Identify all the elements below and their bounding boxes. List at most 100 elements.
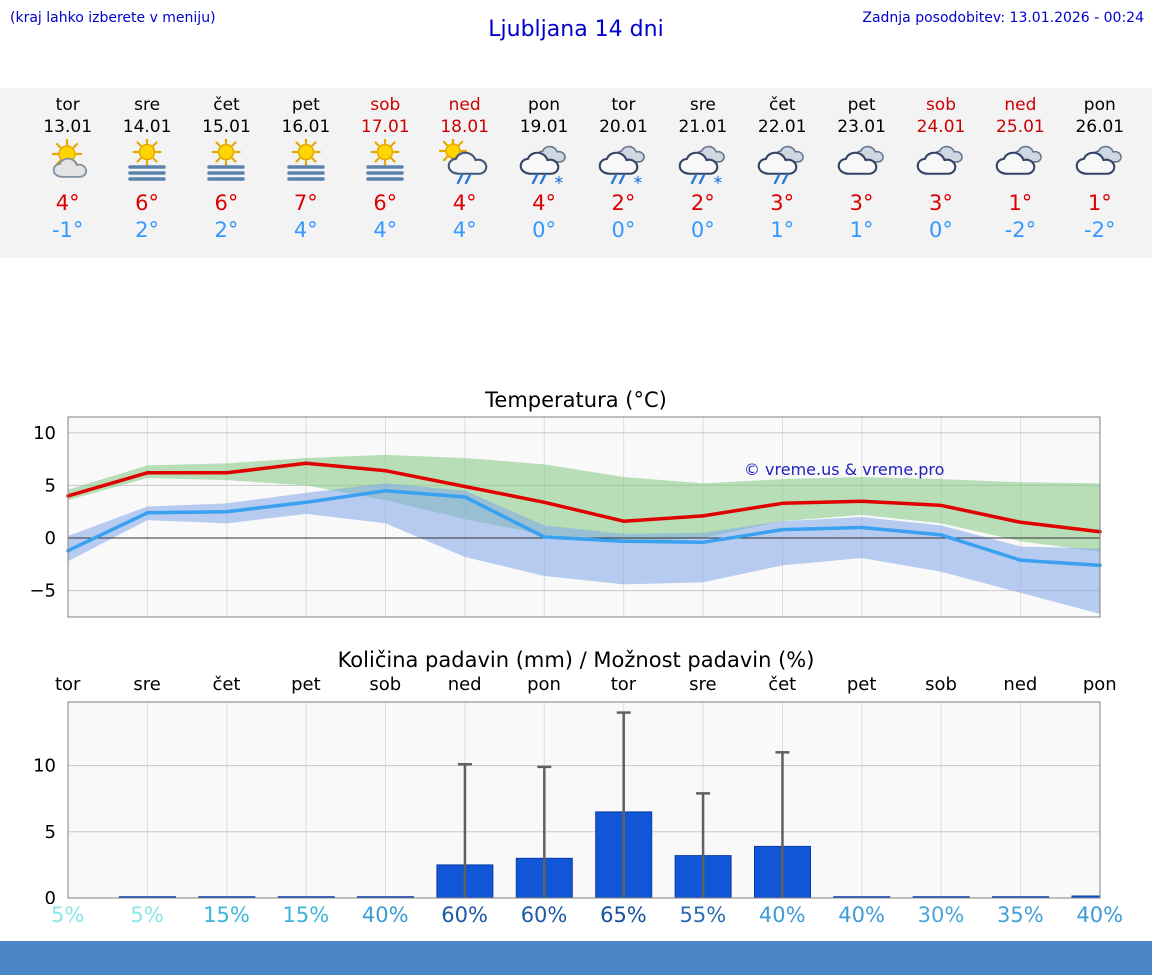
footer-bar <box>0 941 1152 975</box>
precip-probability: 35% <box>997 903 1044 927</box>
svg-text:∗: ∗ <box>633 173 644 187</box>
precip-probability: 5% <box>130 903 164 927</box>
temp-min: 4° <box>293 218 318 242</box>
precip-probability: 60% <box>441 903 488 927</box>
precip-probability: 40% <box>838 903 885 927</box>
day-date: 26.01 <box>1075 117 1125 137</box>
temp-min: 1° <box>770 218 795 242</box>
precip-day-label: sre <box>689 674 717 695</box>
weather-icon-sleet: ∗ <box>515 139 573 187</box>
precip-day-label: pet <box>291 674 321 695</box>
band-max-range <box>68 454 1100 552</box>
last-update: Zadnja posodobitev: 13.01.2026 - 00:24 <box>862 10 1144 26</box>
svg-text:∗: ∗ <box>554 173 565 187</box>
temperature-chart-svg: 10 5 0 −5 © vreme.us & vreme.pro <box>29 416 1102 618</box>
weather-icon-cloudy <box>1071 139 1129 187</box>
precip-probability: 15% <box>282 903 330 927</box>
page-title: Ljubljana 14 dni <box>488 17 664 42</box>
day-date: 18.01 <box>440 117 489 137</box>
precip-day-label: sob <box>925 674 957 695</box>
temp-min: -1° <box>51 218 84 242</box>
precip-day-label: pon <box>527 674 561 695</box>
svg-text:5: 5 <box>45 475 56 496</box>
weather-icon-rain <box>753 139 811 187</box>
line-max-temp <box>66 461 1102 534</box>
day-name: sre <box>134 95 161 115</box>
day-date: 24.01 <box>916 117 966 137</box>
weather-icon-sun-fog <box>356 139 414 187</box>
forecast-day[interactable]: sob 24.01 3° 0° <box>901 88 980 258</box>
precipitation-chart: 0 5 10 <box>0 700 1152 909</box>
forecast-day[interactable]: sre 21.01 ∗ 2° 0° <box>663 88 742 258</box>
svg-text:∗: ∗ <box>712 173 723 187</box>
forecast-day[interactable]: tor 20.01 ∗ 2° 0° <box>584 88 663 258</box>
temp-max: 3° <box>849 191 874 215</box>
line-min-temp <box>66 488 1102 568</box>
day-date: 15.01 <box>202 117 251 137</box>
forecast-day[interactable]: sre 14.01 6° 2° <box>107 88 186 258</box>
precip-probability: 30% <box>917 903 965 927</box>
forecast-day[interactable]: tor 13.01 4° -1° <box>28 88 107 258</box>
day-name: čet <box>768 95 796 115</box>
temp-max: 2° <box>690 191 715 215</box>
precip-probability: 40% <box>758 903 806 927</box>
temp-max: 6° <box>135 191 160 215</box>
precip-probability: 60% <box>520 903 568 927</box>
precip-probability: 5% <box>51 903 85 927</box>
day-name: tor <box>611 95 636 115</box>
day-date: 21.01 <box>678 117 728 137</box>
weather-icon-cloudy <box>912 139 970 187</box>
day-date: 14.01 <box>122 117 172 137</box>
forecast-day[interactable]: pon 19.01 ∗ 4° 0° <box>504 88 583 258</box>
forecast-day[interactable]: ned 18.01 4° 4° <box>425 88 504 258</box>
weather-icon-sun-cloud <box>39 139 97 187</box>
temp-max: 3° <box>929 191 953 215</box>
svg-text:0: 0 <box>45 888 56 904</box>
temp-min: 0° <box>929 218 953 242</box>
precip-probability: 15% <box>203 903 250 927</box>
day-name: ned <box>448 95 481 115</box>
weather-icon-sun-fog <box>118 139 176 187</box>
temp-max: 1° <box>1087 191 1112 215</box>
weather-icon-sleet: ∗ <box>594 139 652 187</box>
precip-day-label: ned <box>447 674 482 695</box>
forecast-day[interactable]: sob 17.01 6° 4° <box>346 88 425 258</box>
temperature-chart: 10 5 0 −5 © vreme.us & vreme.pro <box>0 414 1152 630</box>
weather-icon-cloudy <box>991 139 1049 187</box>
weather-icon-sun-showers <box>436 139 494 187</box>
temp-min: 2° <box>214 218 239 242</box>
precip-day-label: sob <box>369 674 402 695</box>
forecast-day[interactable]: pet 16.01 7° 4° <box>266 88 345 258</box>
precip-probability: 40% <box>1076 903 1124 927</box>
day-name: sob <box>370 95 401 115</box>
day-date: 17.01 <box>360 117 410 137</box>
day-name: ned <box>1004 95 1037 115</box>
temp-min: 0° <box>690 218 715 242</box>
watermark-link[interactable]: © vreme.us & vreme.pro <box>744 460 945 479</box>
day-date: 20.01 <box>599 117 648 137</box>
precipitation-chart-svg: 0 5 10 <box>33 701 1101 909</box>
band-min-range <box>68 483 1100 614</box>
day-date: 13.01 <box>43 117 93 137</box>
precip-day-label: pet <box>846 674 877 695</box>
forecast-day[interactable]: pet 23.01 3° 1° <box>822 88 901 258</box>
temp-max: 4° <box>532 191 556 215</box>
day-name: pet <box>847 95 876 115</box>
forecast-day[interactable]: čet 22.01 3° 1° <box>743 88 822 258</box>
temp-max: 6° <box>373 191 398 215</box>
forecast-day[interactable]: čet 15.01 6° 2° <box>187 88 266 258</box>
weather-icon-sun-fog <box>277 139 335 187</box>
forecast-day[interactable]: ned 25.01 1° -2° <box>981 88 1060 258</box>
svg-text:10: 10 <box>33 423 56 444</box>
weather-icon-cloudy <box>833 139 891 187</box>
day-name: pet <box>291 95 320 115</box>
precip-day-label: pon <box>1082 674 1117 695</box>
day-name: sre <box>689 95 716 115</box>
forecast-day[interactable]: pon 26.01 1° -2° <box>1060 88 1139 258</box>
temp-max: 4° <box>55 191 80 215</box>
day-name: tor <box>55 95 80 115</box>
temp-max: 4° <box>452 191 477 215</box>
svg-text:10: 10 <box>33 756 56 777</box>
weather-icon-sun-fog <box>197 139 255 187</box>
precip-day-labels: tor sre čet pet sob ned pon tor sre čet pet sob ned p… <box>28 674 1140 695</box>
